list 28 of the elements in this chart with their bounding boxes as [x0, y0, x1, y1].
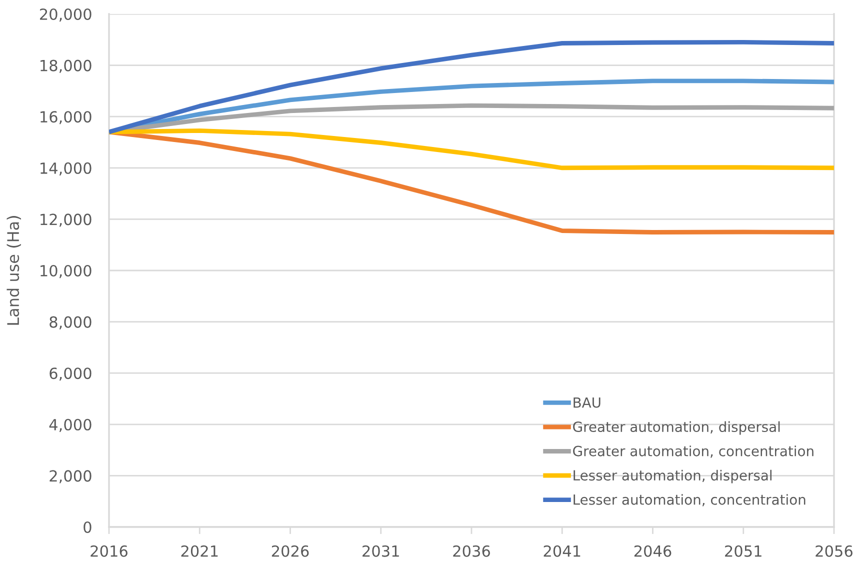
y-tick-label: 10,000: [40, 264, 92, 278]
x-tick-label: 2021: [181, 545, 218, 557]
x-tick-label: 2041: [544, 545, 580, 557]
y-tick-label: 6,000: [50, 368, 92, 381]
y-tick-label: 8,000: [50, 316, 92, 330]
x-tick-label: 2036: [453, 545, 490, 557]
y-tick-label: 14,000: [40, 162, 92, 176]
legend-label: Lesser automation, dispersal: [574, 470, 772, 484]
x-tick-label: 2046: [634, 545, 672, 557]
y-tick-label: 2,000: [50, 470, 92, 484]
legend-label: Lesser automation, concentration: [574, 494, 806, 506]
x-tick-label: 2026: [272, 545, 309, 557]
legend-label: Greater automation, concentration: [573, 446, 814, 458]
legend-label: Greater automation, dispersal: [573, 421, 780, 435]
y-tick-label: 20,000: [40, 8, 92, 22]
x-tick-label: 2051: [725, 545, 762, 557]
legend-label: BAU: [574, 397, 600, 408]
x-tick-label: 2056: [816, 545, 852, 557]
line-series: [109, 128, 834, 170]
y-axis-title: Land use (Ha): [6, 216, 21, 325]
y-tick-label: 16,000: [40, 111, 92, 124]
y-tick-label: 0: [84, 521, 92, 534]
y-tick-label: 18,000: [40, 60, 92, 73]
x-tick-label: 2016: [90, 545, 128, 557]
y-tick-label: 12,000: [40, 214, 92, 227]
y-tick-label: 4,000: [49, 418, 92, 432]
line-series: [109, 40, 834, 134]
x-tick-label: 2031: [362, 545, 399, 557]
